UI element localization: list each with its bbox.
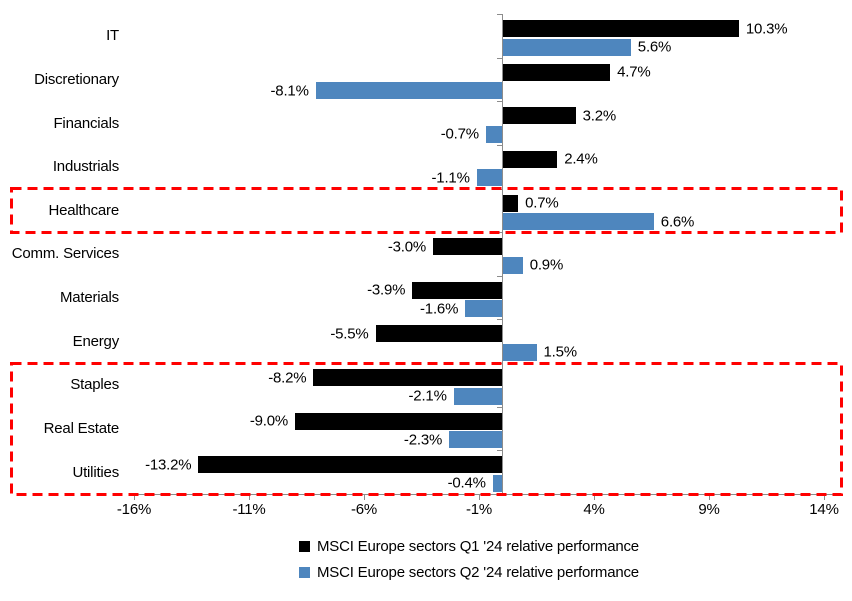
bar-q2-industrials (476, 169, 502, 187)
bar-q1-financials (502, 107, 576, 125)
x-tick-label-m11pct: -11% (232, 501, 266, 518)
bar-q2-staples (453, 387, 502, 405)
y-axis-tick (497, 101, 503, 103)
x-axis-tick (479, 494, 480, 500)
category-label-materials: Materials (59, 289, 119, 307)
value-label-q1-it: 10.3% (745, 20, 788, 37)
bar-q1-comm-services (433, 238, 502, 256)
x-tick-label-4pct: 4% (583, 501, 605, 518)
category-label-real-estate: Real Estate (43, 420, 120, 438)
bar-q1-real-estate (295, 412, 502, 430)
category-label-financials: Financials (53, 114, 119, 132)
legend-label-q2: MSCI Europe sectors Q2 '24 relative perf… (317, 564, 639, 581)
legend-label-q1: MSCI Europe sectors Q1 '24 relative perf… (317, 538, 639, 555)
category-label-discretionary: Discretionary (34, 70, 119, 88)
bar-q2-comm-services (502, 256, 523, 274)
value-label-q2-staples: -2.1% (408, 387, 447, 405)
category-label-utilities: Utilities (72, 463, 119, 481)
y-axis-tick (497, 319, 503, 321)
bar-q1-utilities (198, 456, 502, 474)
x-axis-tick (249, 494, 250, 500)
value-label-q2-financials: -0.7% (440, 125, 479, 143)
y-axis-tick (497, 232, 503, 234)
category-label-it: IT (106, 27, 119, 45)
bar-q1-it (502, 20, 739, 37)
bar-q2-energy (502, 343, 537, 361)
category-label-healthcare: Healthcare (48, 201, 119, 219)
value-label-q1-healthcare: 0.7% (525, 194, 559, 212)
y-axis-tick (497, 406, 503, 408)
x-axis-tick (364, 494, 365, 500)
bar-q2-healthcare (502, 213, 654, 231)
value-label-q2-discretionary: -8.1% (270, 82, 309, 100)
value-label-q2-healthcare: 6.6% (660, 213, 695, 231)
bar-q2-real-estate (449, 431, 502, 449)
value-label-q2-materials: -1.6% (420, 300, 459, 318)
y-axis-tick (497, 450, 503, 452)
value-label-q2-it: 5.6% (637, 38, 672, 56)
value-label-q1-industrials: 2.4% (564, 150, 598, 168)
y-axis-tick (497, 14, 503, 15)
category-label-staples: Staples (70, 376, 119, 394)
bar-q2-financials (485, 125, 502, 143)
value-label-q2-utilities: -0.4% (447, 474, 486, 492)
bar-q1-staples (313, 369, 502, 387)
bar-q2-utilities (492, 474, 502, 492)
bar-q1-materials (412, 281, 502, 299)
value-label-q1-energy: -5.5% (330, 325, 369, 343)
category-label-energy: Energy (72, 332, 120, 350)
value-label-q1-real-estate: -9.0% (249, 412, 288, 430)
x-tick-label-m6pct: -6% (350, 501, 378, 518)
value-label-q1-comm-services: -3.0% (387, 238, 426, 256)
bar-q2-it (502, 38, 631, 56)
x-tick-label-m1pct: -1% (465, 501, 493, 518)
y-axis-tick (497, 144, 503, 146)
y-axis-line (502, 14, 503, 495)
highlight-box-staples-real-estate-utilities (10, 361, 843, 496)
category-label-comm-services: Comm. Services (11, 245, 119, 263)
bar-q2-discretionary (315, 82, 502, 100)
legend-item-q2: MSCI Europe sectors Q2 '24 relative perf… (299, 564, 639, 581)
bar-q1-industrials (502, 150, 558, 168)
value-label-q2-energy: 1.5% (543, 343, 578, 361)
x-axis-tick (709, 494, 710, 500)
value-label-q1-staples: -8.2% (268, 369, 307, 387)
value-label-q1-discretionary: 4.7% (617, 63, 651, 81)
bar-q1-healthcare (502, 194, 519, 212)
value-label-q1-financials: 3.2% (582, 107, 617, 125)
value-label-q2-comm-services: 0.9% (529, 256, 564, 274)
x-axis-tick (594, 494, 595, 500)
legend: MSCI Europe sectors Q1 '24 relative perf… (299, 538, 639, 581)
x-axis-tick (824, 494, 825, 500)
x-tick-label-9pct: 9% (698, 501, 720, 518)
y-axis-tick (497, 57, 503, 59)
legend-swatch-q1-icon (299, 541, 310, 552)
y-axis-tick (497, 275, 503, 277)
value-label-q2-real-estate: -2.3% (403, 431, 443, 449)
x-axis-tick (134, 494, 135, 500)
highlight-box-healthcare (10, 187, 843, 235)
value-label-q1-utilities: -13.2% (145, 456, 192, 474)
value-label-q2-industrials: -1.1% (431, 169, 470, 187)
bar-q1-discretionary (502, 63, 611, 81)
legend-item-q1: MSCI Europe sectors Q1 '24 relative perf… (299, 538, 639, 555)
bar-q2-materials (465, 300, 502, 318)
category-label-industrials: Industrials (52, 158, 119, 176)
x-tick-label-m16pct: -16% (116, 501, 152, 518)
bar-q1-energy (375, 325, 502, 343)
legend-swatch-q2-icon (299, 567, 310, 578)
value-label-q1-materials: -3.9% (367, 281, 406, 299)
x-tick-label-14pct: 14% (809, 501, 839, 518)
